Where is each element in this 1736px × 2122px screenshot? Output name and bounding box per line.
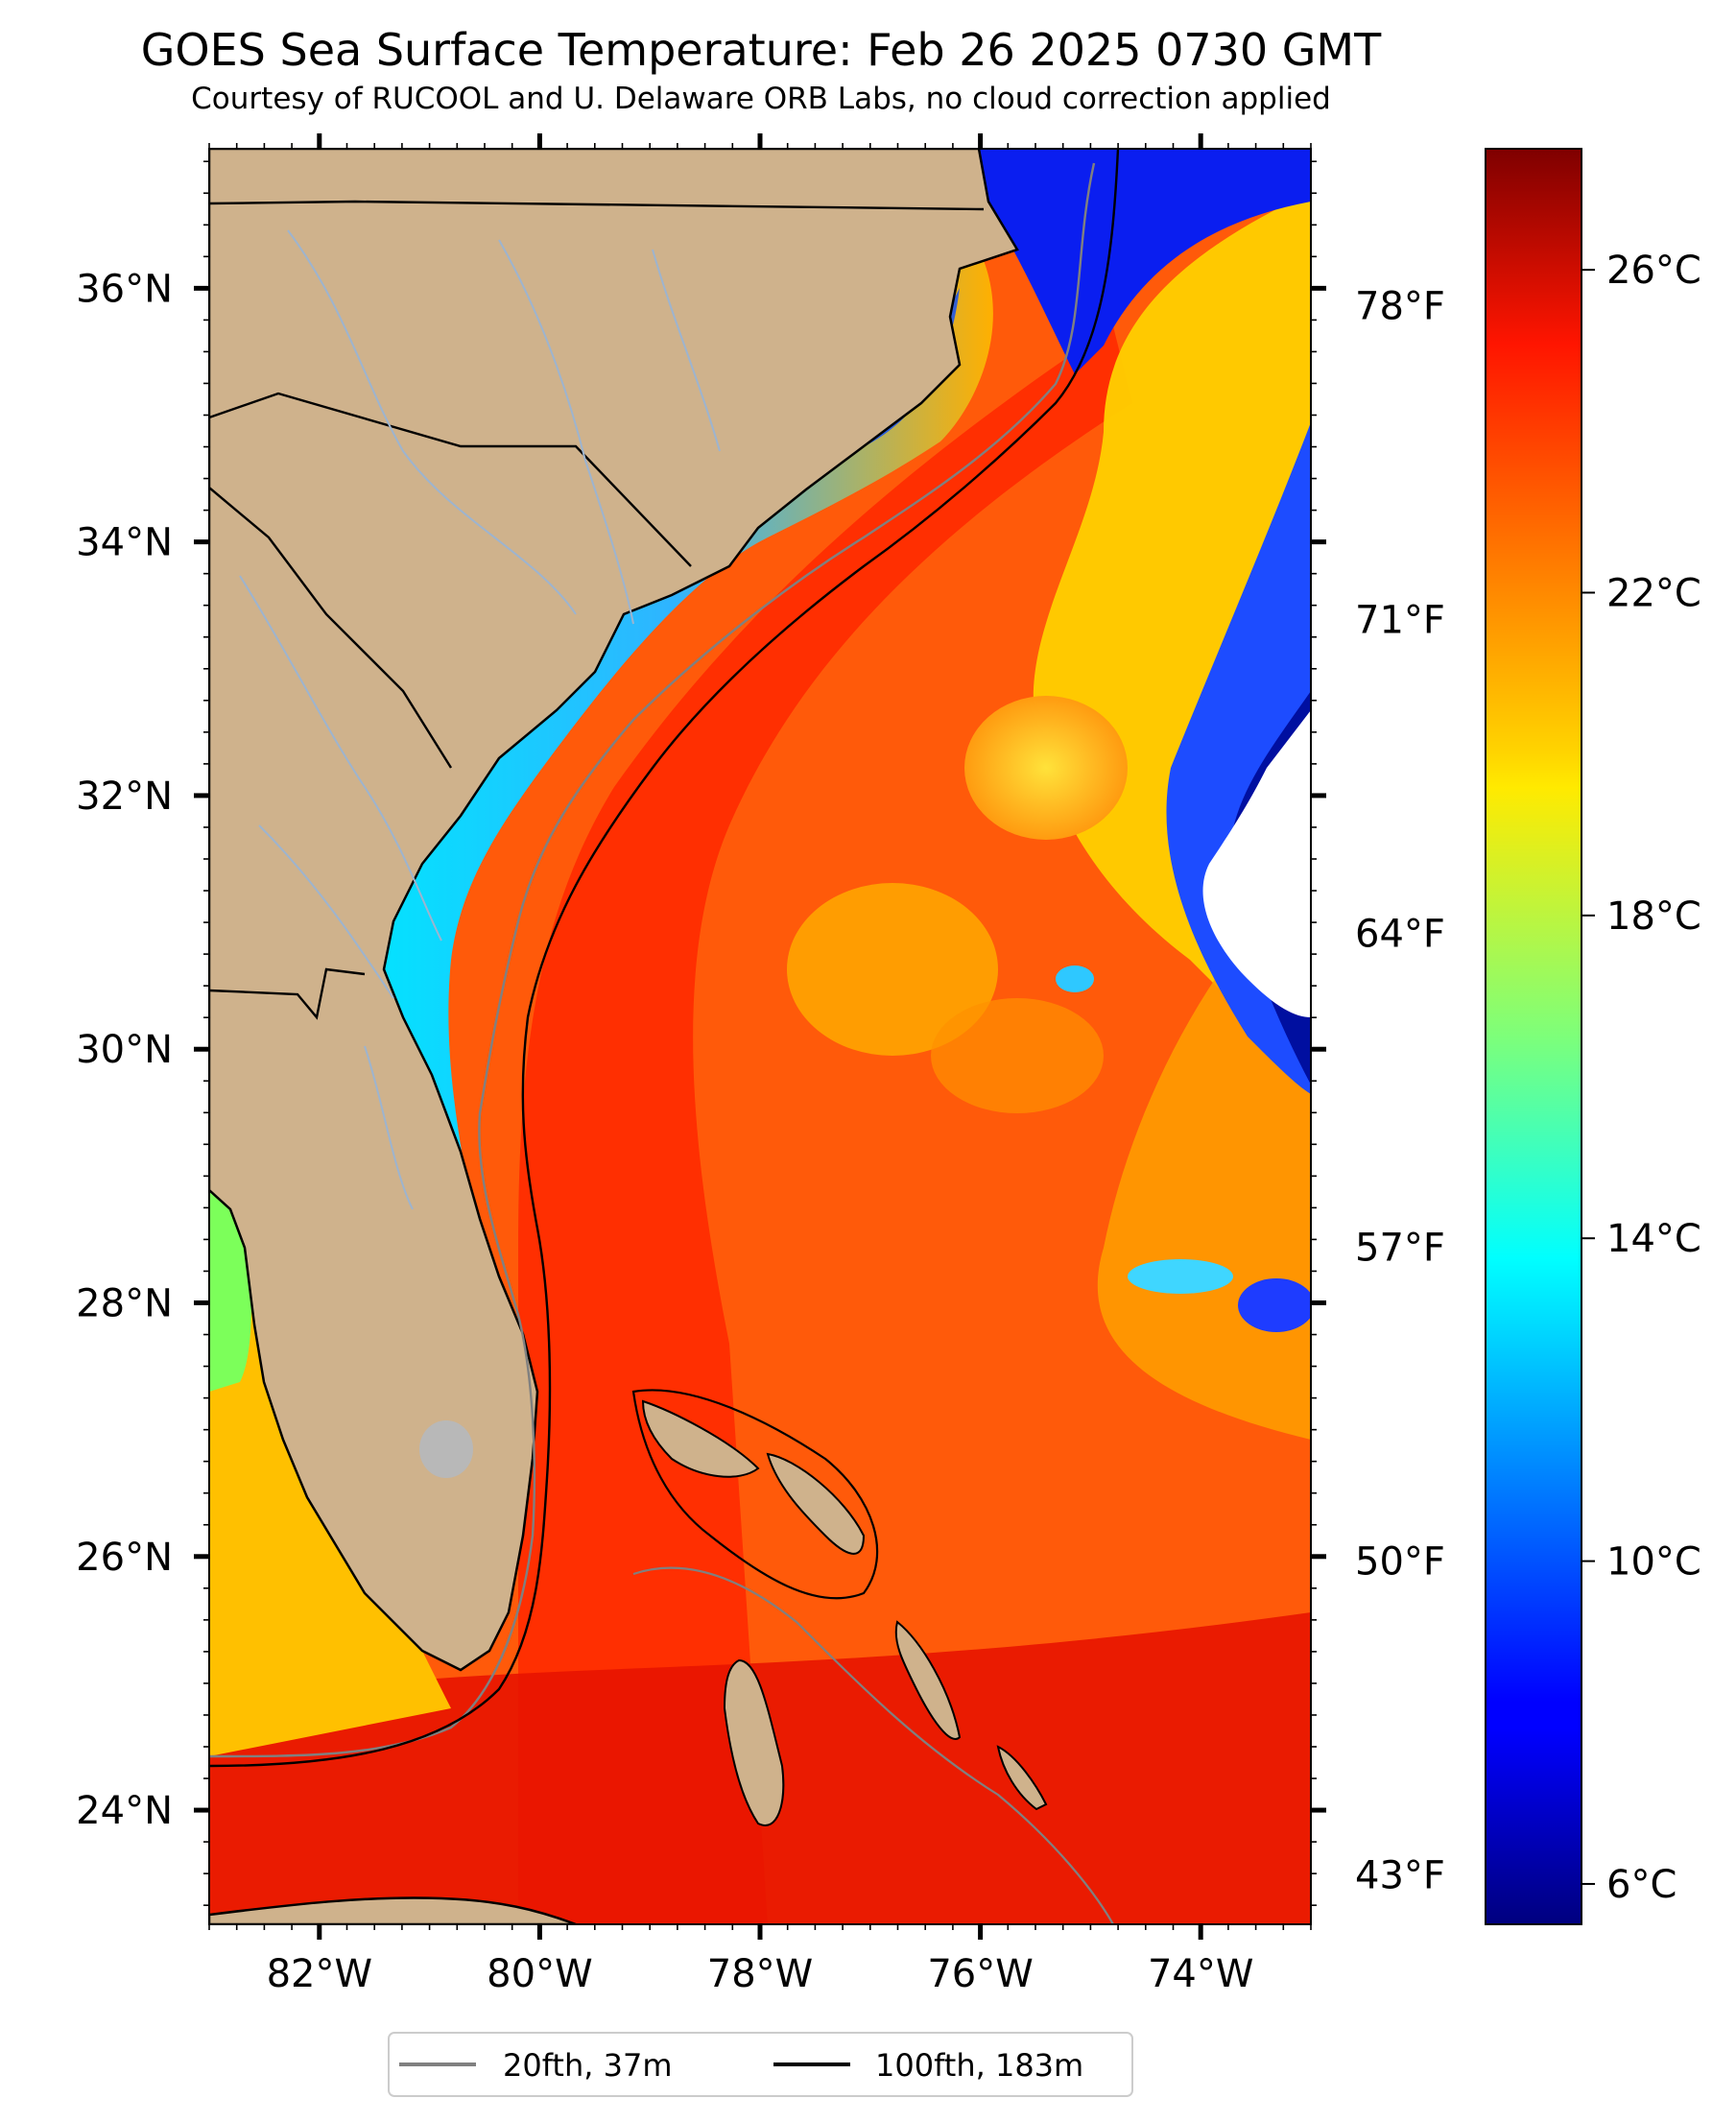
orange-swirl — [787, 883, 998, 1056]
lat-tick-label: 36°N — [76, 267, 173, 311]
orange-swirl-2 — [931, 998, 1104, 1113]
isobath-bahamas-gray — [632, 1566, 1114, 1924]
colorbar-tick-label: 14°C — [1606, 1217, 1701, 1261]
fahrenheit-tick-label: 64°F — [1355, 913, 1445, 957]
land-exuma — [996, 1745, 1048, 1811]
land-cuba — [209, 1896, 577, 1924]
legend: 20fth, 37m 100fth, 183m — [388, 2032, 1133, 2097]
colorbar-tick-label: 22°C — [1606, 572, 1701, 616]
cyan-patch-1 — [1128, 1259, 1233, 1294]
cyan-patch-2 — [1238, 1278, 1311, 1332]
lon-tick-label: 80°W — [487, 1952, 592, 1996]
lat-tick-label: 32°N — [76, 775, 173, 819]
lat-tick-label: 34°N — [76, 521, 173, 565]
colorbar-tick-label: 10°C — [1606, 1540, 1701, 1585]
legend-label-100fth: 100fth, 183m — [875, 2047, 1083, 2084]
lake-okeechobee — [419, 1420, 473, 1478]
fahrenheit-tick-label: 78°F — [1355, 285, 1445, 329]
fahrenheit-tick-label: 50°F — [1355, 1540, 1445, 1585]
colorbar-tick-label: 26°C — [1606, 249, 1701, 293]
isobath-100fth — [209, 149, 1120, 1768]
warm-eddy — [964, 696, 1128, 840]
fahrenheit-tick-label: 57°F — [1355, 1227, 1445, 1271]
land-grand-bahama — [641, 1399, 760, 1478]
isobath-20fth — [209, 162, 1096, 1758]
cold-water-northeast — [979, 149, 1311, 374]
colorbar-tick-label: 18°C — [1606, 894, 1701, 939]
figure-subtitle: Courtesy of RUCOOL and U. Delaware ORB L… — [191, 82, 1331, 116]
lat-tick-label: 24°N — [76, 1789, 173, 1833]
sst-map — [209, 149, 1311, 1924]
lat-tick-label: 28°N — [76, 1282, 173, 1326]
gulf-stream-core — [518, 326, 1132, 1924]
fahrenheit-tick-label: 43°F — [1355, 1854, 1445, 1898]
state-borders — [209, 200, 985, 1020]
legend-box — [388, 2032, 1133, 2097]
isobath-bahamas — [631, 1389, 879, 1600]
legend-label-20fth: 20fth, 37m — [503, 2047, 672, 2084]
lon-tick-label: 78°W — [707, 1952, 813, 1996]
cyan-patch-3 — [1056, 966, 1094, 992]
lat-tick-label: 26°N — [76, 1536, 173, 1580]
colorbar-tick-label: 6°C — [1606, 1863, 1677, 1907]
land-eleuthera — [894, 1620, 962, 1740]
latitude-axis: 36°N 34°N 32°N 30°N 28°N 26°N 24°N — [76, 160, 1326, 1906]
rivers — [239, 229, 721, 1210]
land-andros — [723, 1658, 785, 1826]
fahrenheit-tick-label: 71°F — [1355, 599, 1445, 643]
colorbar: 26°C 22°C 18°C 14°C 10°C 6°C — [1485, 148, 1701, 1925]
land-abaco — [766, 1452, 866, 1555]
lon-tick-label: 82°W — [267, 1952, 372, 1996]
colorbar-gradient — [1485, 148, 1582, 1925]
longitude-axis: 82°W 80°W 78°W 76°W 74°W — [208, 133, 1312, 1996]
colorbar-ticks: 26°C 22°C 18°C 14°C 10°C 6°C — [1581, 249, 1701, 1907]
fahrenheit-axis: 78°F 71°F 64°F 57°F 50°F 43°F — [1355, 285, 1445, 1898]
lon-tick-label: 74°W — [1148, 1952, 1253, 1996]
land-mainland — [209, 149, 1019, 1672]
cloud-gap-east — [1202, 710, 1311, 1017]
figure-title: GOES Sea Surface Temperature: Feb 26 202… — [141, 24, 1382, 76]
lat-tick-label: 30°N — [76, 1028, 173, 1072]
lon-tick-label: 76°W — [927, 1952, 1033, 1996]
